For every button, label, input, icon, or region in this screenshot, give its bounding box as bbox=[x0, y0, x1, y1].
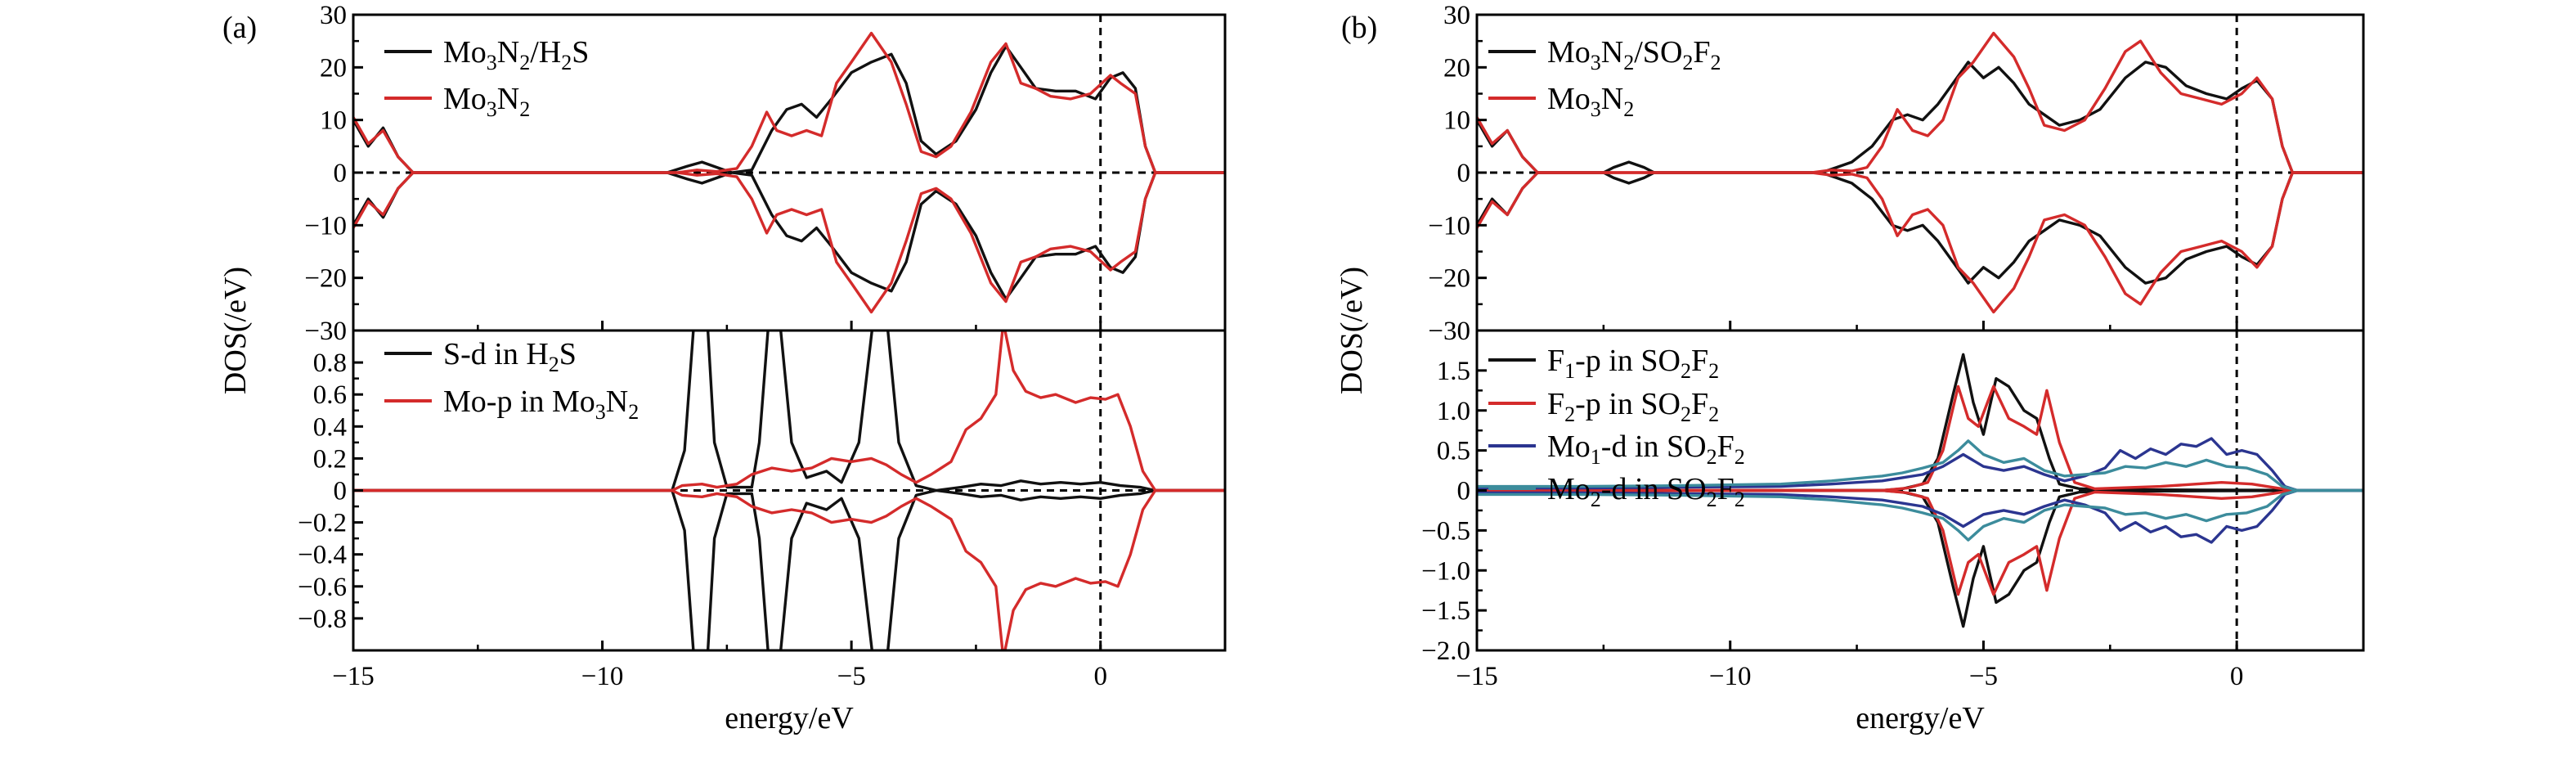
y-tick-label: −10 bbox=[1428, 211, 1470, 241]
y-axis-label: DOS(/eV) bbox=[218, 267, 253, 394]
legend-entry: Mo2-d in SO2F2 bbox=[1488, 472, 1745, 511]
series-mo-p-in-mo3n2-spin-down bbox=[353, 488, 1225, 650]
legend-label: Mo3N2/SO2F2 bbox=[1547, 35, 1721, 74]
legend-label: F2-p in SO2F2 bbox=[1547, 387, 1719, 426]
legend-entry: S-d in H2S bbox=[384, 337, 577, 376]
y-tick-label: 0.5 bbox=[1437, 437, 1470, 466]
series-group bbox=[1477, 353, 2363, 628]
x-tick-label: 0 bbox=[1093, 662, 1107, 691]
legend-label: Mo-p in Mo3N2 bbox=[443, 384, 639, 424]
legend: Mo3N2/H2S Mo3N2 bbox=[384, 35, 589, 121]
legend-label: S-d in H2S bbox=[443, 337, 577, 376]
y-tick-label: 10 bbox=[320, 106, 347, 136]
series-mo3n2-spin-up bbox=[353, 31, 1225, 174]
legend-entry: F1-p in SO2F2 bbox=[1488, 344, 1719, 383]
y-tick-label: 0.8 bbox=[313, 349, 347, 378]
legend-entry: Mo1-d in SO2F2 bbox=[1488, 429, 1745, 469]
y-tick-label: −30 bbox=[304, 317, 347, 346]
x-tick-label: −10 bbox=[581, 662, 624, 691]
x-axis-label: energy/eV bbox=[725, 701, 854, 735]
legend-label: Mo3N2 bbox=[1547, 82, 1634, 121]
series-mo3n2-h2s-spin-up bbox=[353, 44, 1225, 174]
legend-entry: Mo3N2/H2S bbox=[384, 35, 589, 74]
series-s-d-in-h2s-spin-up bbox=[353, 331, 1225, 492]
y-tick-label: 0.6 bbox=[313, 380, 347, 410]
legend: S-d in H2S Mo-p in Mo3N2 bbox=[384, 337, 639, 424]
y-tick-label: 0 bbox=[334, 477, 348, 506]
y-tick-label: 1.5 bbox=[1437, 357, 1470, 386]
y-tick-label: 0.4 bbox=[313, 412, 347, 442]
y-tick-label: −0.6 bbox=[298, 573, 347, 602]
series-mo1-d-in-so2f2-spin-down bbox=[1477, 488, 2363, 544]
series-mo3n2-spin-down bbox=[353, 171, 1225, 314]
legend-label: Mo2-d in SO2F2 bbox=[1547, 472, 1745, 511]
series-f2-p-in-so2f2-spin-down bbox=[1477, 488, 2363, 596]
series-mo-p-in-mo3n2-spin-up bbox=[353, 331, 1225, 492]
x-tick-label: 0 bbox=[2230, 662, 2244, 691]
legend-entry: Mo3N2/SO2F2 bbox=[1488, 35, 1721, 74]
x-tick-label: −10 bbox=[1709, 662, 1752, 691]
legend-label: Mo3N2/H2S bbox=[443, 35, 589, 74]
y-tick-label: −20 bbox=[304, 264, 347, 294]
y-tick-label: 30 bbox=[1443, 1, 1470, 30]
series-mo3n2-h2s-spin-down bbox=[353, 171, 1225, 301]
series-mo2-d-in-so2f2-spin-down bbox=[1477, 488, 2363, 542]
y-tick-label: −1.0 bbox=[1421, 556, 1470, 586]
legend-entry: Mo3N2 bbox=[384, 82, 530, 121]
y-tick-label: 1.0 bbox=[1437, 397, 1470, 426]
legend-entry: F2-p in SO2F2 bbox=[1488, 387, 1719, 426]
series-mo3n2-spin-down bbox=[1477, 171, 2363, 314]
y-tick-label: 20 bbox=[320, 53, 347, 83]
y-axis-label: DOS(/eV) bbox=[1335, 267, 1369, 394]
series-group bbox=[353, 331, 1225, 650]
panel-b: 30 20 10 0 −10 −20 −30 Mo3N2/SO2F2 Mo3N2 1.5 1.0 0.… bbox=[1335, 1, 2365, 735]
legend-entry: Mo3N2 bbox=[1488, 82, 1634, 121]
panel-a-partial-dos: 0.80.60.40.2 0 −0.2 −0.4 −0.6 −0.8 S-d in H2S M… bbox=[298, 329, 1227, 652]
series-s-d-in-h2s-spin-down bbox=[353, 488, 1225, 650]
series-f2-p-in-so2f2-spin-up bbox=[1477, 384, 2363, 492]
series-group bbox=[1477, 31, 2363, 314]
x-axis-label: energy/eV bbox=[1856, 701, 1985, 735]
legend-label: F1-p in SO2F2 bbox=[1547, 344, 1719, 383]
panel-label: (b) bbox=[1341, 11, 1377, 45]
y-tick-label: 0 bbox=[1457, 159, 1471, 188]
y-tick-label: −2.0 bbox=[1421, 636, 1470, 666]
panel-label: (a) bbox=[222, 11, 257, 45]
series-mo1-d-in-so2f2-spin-up bbox=[1477, 437, 2363, 492]
x-tick-label: −15 bbox=[332, 662, 375, 691]
legend-label: Mo3N2 bbox=[443, 82, 530, 121]
y-tick-label: 0 bbox=[334, 159, 348, 188]
series-mo2-d-in-so2f2-spin-up bbox=[1477, 439, 2363, 492]
legend-entry: Mo-p in Mo3N2 bbox=[384, 384, 639, 424]
x-tick-label: −5 bbox=[1969, 662, 1998, 691]
y-tick-label: −10 bbox=[304, 211, 347, 241]
y-tick-label: −0.5 bbox=[1421, 516, 1470, 546]
y-tick-label: 30 bbox=[320, 1, 347, 30]
y-tick-label: 10 bbox=[1443, 106, 1470, 136]
series-mo3n2-so2f2-spin-down bbox=[1477, 171, 2363, 285]
legend: Mo3N2/SO2F2 Mo3N2 bbox=[1488, 35, 1721, 121]
panel-a: 3020100−10−20−30Mo3N2/H2SMo3N20.80.60.40… bbox=[218, 1, 1227, 735]
panel-b-partial-dos: 1.51.00.50−0.5−1.0−1.5−2.0F1-p in SO2F2F… bbox=[1421, 329, 2365, 666]
y-tick-label: −1.5 bbox=[1421, 596, 1470, 626]
x-tick-label: −15 bbox=[1456, 662, 1498, 691]
y-tick-label: −30 bbox=[1428, 317, 1470, 346]
series-mo3n2-so2f2-spin-up bbox=[1477, 61, 2363, 174]
panel-b-total-dos: 30 20 10 0 −10 −20 −30 Mo3N2/SO2F2 Mo3N2 bbox=[1428, 1, 2365, 346]
x-tick-label: −5 bbox=[837, 662, 866, 691]
series-mo3n2-spin-up bbox=[1477, 31, 2363, 174]
y-tick-label: −0.8 bbox=[298, 605, 347, 634]
y-tick-label: 0 bbox=[1457, 477, 1471, 506]
y-tick-label: −0.4 bbox=[298, 541, 347, 570]
y-tick-label: −20 bbox=[1428, 264, 1470, 294]
y-tick-label: 0.2 bbox=[313, 444, 347, 474]
series-group bbox=[353, 31, 1225, 314]
y-tick-label: 20 bbox=[1443, 53, 1470, 83]
y-tick-label: −0.2 bbox=[298, 509, 347, 538]
legend-label: Mo1-d in SO2F2 bbox=[1547, 429, 1745, 469]
panel-a-total-dos: 30 20 10 0 −10 −20 −30 Mo3N2/H2S Mo3N2 bbox=[304, 1, 1227, 346]
